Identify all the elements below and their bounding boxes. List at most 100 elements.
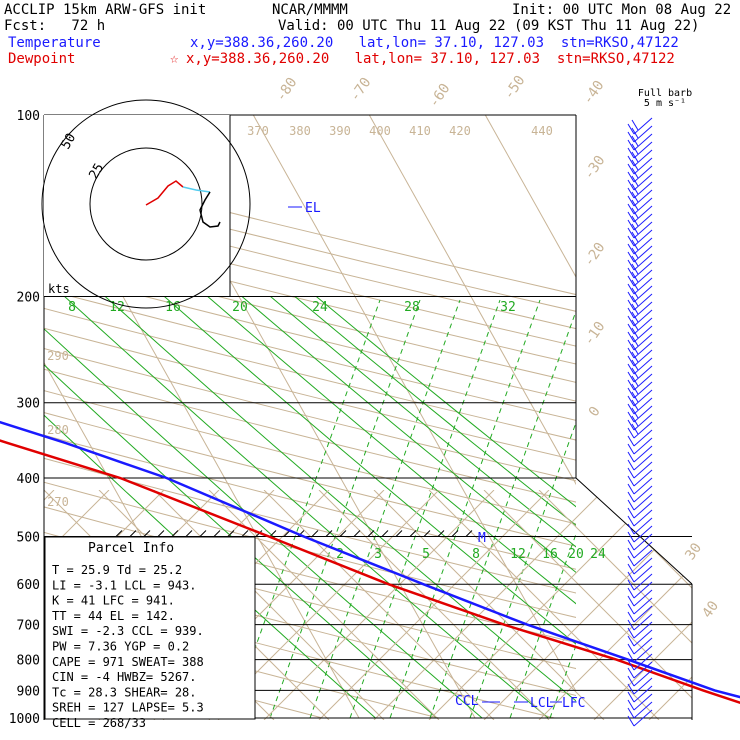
wind-barb-flag: [631, 423, 639, 435]
wind-barb-shaft: [633, 589, 653, 607]
mixing-ratio-line: [270, 296, 576, 548]
hodograph-units-label: kts: [48, 282, 70, 296]
wind-barb-shaft: [633, 165, 653, 183]
profile-layer: EL M CCL LCL LFC: [0, 201, 740, 711]
mixing-ratio-label: 24: [312, 300, 328, 315]
wind-barb-shaft: [633, 501, 653, 519]
wind-barb-shaft: [633, 613, 653, 631]
wind-barb-shaft: [633, 421, 653, 439]
dry-adiabat-label: 440: [531, 124, 553, 138]
wind-barb-shaft: [633, 181, 653, 199]
mixing-ratio-label: 12: [510, 547, 526, 562]
wind-barb-flag: [631, 263, 639, 275]
lower-diagonal-line: [44, 489, 110, 720]
parcel-title: Parcel Info: [88, 541, 174, 556]
wind-barb-flag: [631, 215, 639, 227]
wind-barb-shaft: [633, 173, 653, 191]
moist-adiabat-line: [429, 309, 576, 718]
isotherm-line: [717, 115, 740, 718]
pressure-tick-label: 700: [17, 619, 40, 634]
hatch-mark: [367, 530, 375, 537]
wind-barb-shaft: [633, 189, 653, 207]
wind-barb-flag: [627, 587, 635, 599]
wind-barb-shaft: [633, 341, 653, 359]
wind-barb-shaft: [633, 141, 653, 159]
parcel-row: T = 25.9 Td = 25.2: [52, 563, 182, 577]
lower-diagonal-line: [153, 489, 385, 720]
moist-adiabat-line: [349, 299, 501, 718]
wind-barb-flag: [627, 179, 635, 191]
pressure-tick-label: 900: [17, 684, 40, 699]
wind-barb-flag: [627, 147, 635, 159]
wind-barb-shaft: [633, 253, 653, 271]
wind-barb-flag: [627, 211, 635, 223]
wind-barb-shaft: [633, 285, 653, 303]
wind-barb-shaft: [633, 309, 653, 327]
hodograph-trace-cyan: [182, 186, 211, 193]
wind-barb-flag: [627, 419, 635, 431]
dry-adiabat-line: [44, 233, 576, 365]
hatch-mark: [185, 530, 193, 537]
wind-barb-flag: [627, 611, 635, 623]
moist-adiabat-line: [469, 421, 576, 718]
wind-barb-flag: [631, 383, 639, 395]
wind-barb-flag: [631, 175, 639, 187]
mixing-ratio-label: 16: [165, 300, 181, 315]
hatch-mark: [129, 530, 137, 537]
wind-barb-flag: [627, 451, 635, 463]
wind-barb-shaft: [633, 605, 653, 623]
hatch-mark: [437, 530, 445, 537]
parcel-row: CAPE = 971 SWEAT= 388: [52, 655, 204, 669]
isotherm-label: 30: [682, 540, 705, 563]
forecast-hour: Fcst: 72 h: [4, 18, 106, 34]
lower-diagonal-line: [593, 489, 692, 720]
wind-barb-flag: [627, 523, 635, 535]
pressure-tick-label: 100: [17, 109, 40, 124]
mixing-ratio-label: 16: [542, 547, 558, 562]
wind-barb-shaft: [633, 213, 653, 231]
hatch-mark: [171, 530, 179, 537]
wind-barb-shaft: [633, 493, 653, 511]
mixing-ratio-label: 20: [568, 547, 584, 562]
isotherm-label: -80: [273, 75, 301, 105]
wind-barb-flag: [627, 683, 635, 695]
org-title: NCAR/MMMM: [272, 2, 348, 18]
wind-barb-shaft: [633, 269, 653, 287]
hatch-mark: [353, 530, 361, 537]
hodograph-ring-inner: [89, 147, 203, 261]
pressure-tick-label: 300: [17, 397, 40, 412]
wind-barb-flag: [627, 715, 635, 727]
wind-barb-flag: [631, 351, 639, 363]
temperature-legend-label: Temperature: [8, 35, 101, 51]
wind-barb-shaft: [633, 437, 653, 455]
wind-barb-flag: [627, 355, 635, 367]
dewpoint-legend-info: x,y=388.36,260.20 lat,lon= 37.10, 127.03…: [186, 51, 675, 67]
hatch-mark: [339, 530, 347, 537]
wind-barb-shaft: [633, 301, 653, 319]
wind-barb-shaft: [633, 461, 653, 479]
wind-barb-shaft: [633, 525, 653, 543]
wind-barb-flag: [627, 467, 635, 479]
dewpoint-legend-label: Dewpoint: [8, 51, 76, 67]
wind-barb-shaft: [633, 533, 653, 551]
wind-barb-shaft: [633, 429, 653, 447]
wind-barb-flag: [627, 163, 635, 175]
pressure-tick-label: 600: [17, 578, 40, 593]
moist-adiabat-line: [389, 299, 541, 718]
wind-barb-flag: [631, 239, 639, 251]
lfc-label: LFC: [562, 696, 585, 711]
mixing-ratio-label: 24: [590, 547, 606, 562]
parcel-row: LI = -3.1 LCL = 943.: [52, 578, 197, 592]
wind-barb-flag: [627, 443, 635, 455]
wind-barb-flag: [631, 391, 639, 403]
wind-barb-flag: [627, 475, 635, 487]
wind-barb-flag: [627, 547, 635, 559]
isotherm-label: -40: [580, 78, 608, 108]
wind-barb-flag: [631, 295, 639, 307]
mixing-ratio-label: 8: [68, 300, 76, 315]
dry-adiabat-label: 370: [247, 124, 269, 138]
wind-barb-shaft: [633, 373, 653, 391]
hatch-mark: [227, 530, 235, 537]
